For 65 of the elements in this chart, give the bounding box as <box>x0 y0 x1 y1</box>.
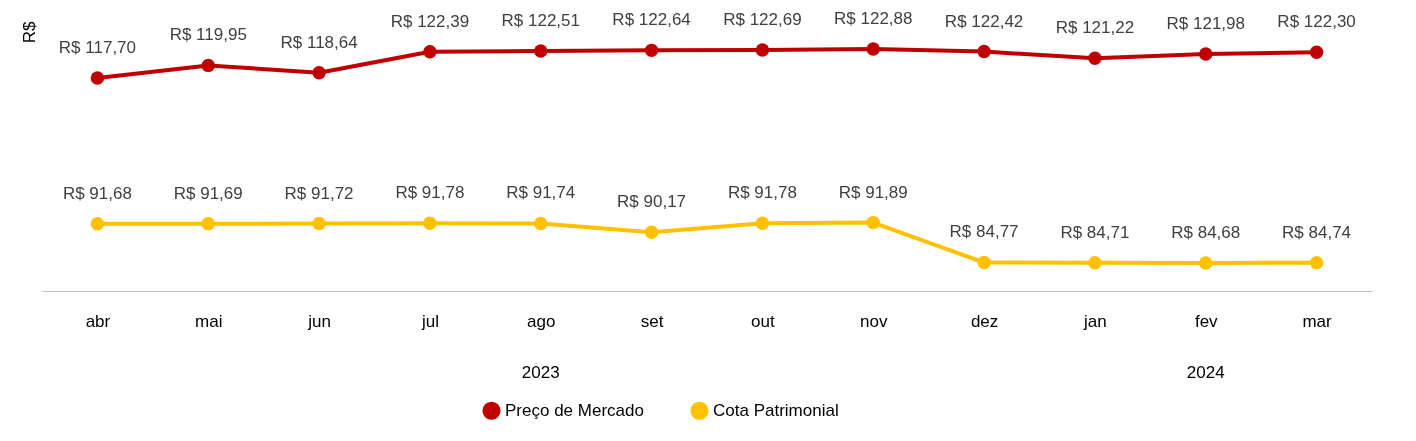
point <box>312 216 326 231</box>
legend-label: Preço de Mercado <box>505 400 644 420</box>
point <box>755 216 770 230</box>
point <box>644 225 659 239</box>
data-label: R$ 122,88 <box>834 9 913 28</box>
data-label: R$ 91,78 <box>395 183 465 203</box>
point <box>866 42 880 56</box>
data-label: R$ 91,74 <box>506 183 576 203</box>
x-tick-label: out <box>751 311 776 331</box>
point <box>644 43 659 58</box>
legend-label: Cota Patrimonial <box>713 400 839 420</box>
point <box>1088 51 1102 65</box>
data-label: R$ 91,68 <box>62 183 132 203</box>
x-tick-label: dez <box>970 311 999 331</box>
point <box>1309 45 1324 59</box>
point <box>534 44 548 58</box>
data-label: R$ 122,51 <box>501 11 580 31</box>
data-label: R$ 84,68 <box>1171 223 1241 242</box>
data-label: R$ 119,95 <box>169 25 247 45</box>
point <box>534 216 548 231</box>
x-tick-label: nov <box>860 311 888 331</box>
y-axis-title: R$ <box>19 20 39 44</box>
point <box>423 216 437 230</box>
data-label: R$ 84,71 <box>1060 222 1130 242</box>
x-tick-label: mar <box>1302 311 1333 331</box>
point <box>1309 255 1324 270</box>
x-tick-label: jul <box>420 311 439 331</box>
data-label: R$ 121,98 <box>1166 14 1245 34</box>
point <box>1088 256 1102 270</box>
point <box>201 217 215 231</box>
data-label: R$ 122,30 <box>1277 12 1356 32</box>
text: 2023 <box>521 363 560 382</box>
data-label: R$ 90,17 <box>617 192 687 212</box>
x-tick-label: fev <box>1194 311 1219 331</box>
point <box>90 71 105 85</box>
data-label: R$ 91,72 <box>284 183 354 203</box>
point <box>1199 47 1213 61</box>
point <box>90 217 105 231</box>
text: 2024 <box>1186 363 1225 382</box>
data-label: R$ 122,42 <box>944 11 1024 31</box>
data-label: R$ 118,64 <box>280 32 358 52</box>
point <box>201 58 215 73</box>
point <box>1199 256 1213 270</box>
point <box>977 44 991 59</box>
point <box>312 66 326 80</box>
point <box>866 215 880 230</box>
x-tick-label: ago <box>527 311 556 331</box>
data-label: R$ 122,64 <box>612 10 691 30</box>
x-tick-label: jun <box>307 311 331 331</box>
data-label: R$ 117,70 <box>58 38 137 58</box>
data-label: R$ 91,78 <box>727 183 797 203</box>
x-tick-label: abr <box>85 311 111 331</box>
point <box>423 45 437 59</box>
data-label: R$ 122,39 <box>390 11 470 31</box>
data-label: R$ 84,74 <box>1282 222 1352 242</box>
data-label: R$ 121,22 <box>1055 18 1135 38</box>
x-tick-label: set <box>640 311 664 331</box>
data-label: R$ 84,77 <box>949 222 1019 242</box>
data-label: R$ 91,89 <box>838 182 908 202</box>
x-tick-label: mai <box>195 311 223 331</box>
data-label: R$ 91,69 <box>173 183 243 203</box>
x-tick-label: jan <box>1083 311 1107 331</box>
point <box>755 43 770 57</box>
data-label: R$ 122,69 <box>723 10 802 30</box>
point <box>977 255 991 270</box>
